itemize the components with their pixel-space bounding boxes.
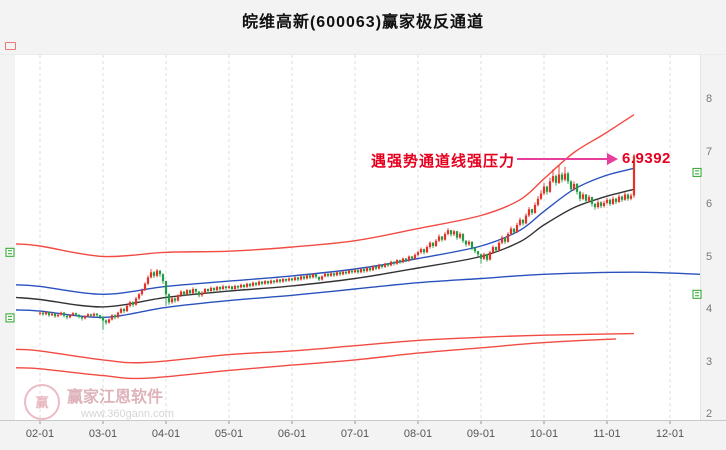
chart-title: 皖维高新(600063)赢家极反通道 <box>241 14 485 31</box>
channel-line-upper-red-outer <box>15 114 635 258</box>
x-tick-label: 05-01 <box>214 428 244 440</box>
x-tick-label: 06-01 <box>277 428 307 440</box>
y-tick-label: 4 <box>706 303 713 315</box>
channel-line-middle-black <box>15 188 635 308</box>
channel-handle-icon[interactable] <box>692 289 702 299</box>
watermark: 赢 赢家江恩软件 www.360gann.com <box>24 383 174 420</box>
x-axis: 02-01 03-01 04-01 05-01 06-01 07-01 08-01 09-01… <box>0 426 726 444</box>
channel-handle-icon[interactable] <box>692 167 702 177</box>
x-tick-label: 08-01 <box>403 428 433 440</box>
channel-line-lower-red-extreme <box>15 338 617 380</box>
y-axis: 8 7 6 5 4 3 2 <box>704 0 724 450</box>
pressure-annotation-text: 遇强势通道线强压力 <box>371 153 516 170</box>
x-tick-label: 12-01 <box>655 428 685 440</box>
y-tick-label: 7 <box>706 145 713 158</box>
x-tick-label: 10-01 <box>529 428 559 440</box>
annotation-arrow-icon <box>517 158 609 160</box>
plot-background <box>15 55 700 420</box>
watermark-url: www.360gann.com <box>81 408 174 420</box>
y-tick-label: 2 <box>706 408 713 420</box>
channel-handle-icon[interactable] <box>5 247 15 257</box>
channel-line-lower-red-outer <box>15 332 635 364</box>
channel-handle-icon[interactable] <box>5 313 15 323</box>
x-tick-label: 11-01 <box>593 428 621 440</box>
x-tick-label: 03-01 <box>88 428 118 440</box>
y-tick-label: 8 <box>706 93 713 105</box>
x-tick-label: 09-01 <box>466 428 496 440</box>
annotation-arrowhead-icon <box>607 153 618 165</box>
down-candle-bodies <box>41 173 630 323</box>
watermark-brand: 赢家江恩软件 <box>67 389 164 406</box>
x-tick-label: 04-01 <box>151 428 181 440</box>
x-tick-label: 02-01 <box>25 428 55 440</box>
corner-red-icon <box>5 42 16 50</box>
watermark-logo-icon: 赢 <box>24 383 60 420</box>
y-tick-label: 6 <box>706 198 713 210</box>
price-label: 6.9392 <box>622 150 671 167</box>
y-tick-label: 5 <box>706 250 713 263</box>
x-tick-label: 07-01 <box>340 428 370 440</box>
y-tick-label: 3 <box>706 355 713 368</box>
